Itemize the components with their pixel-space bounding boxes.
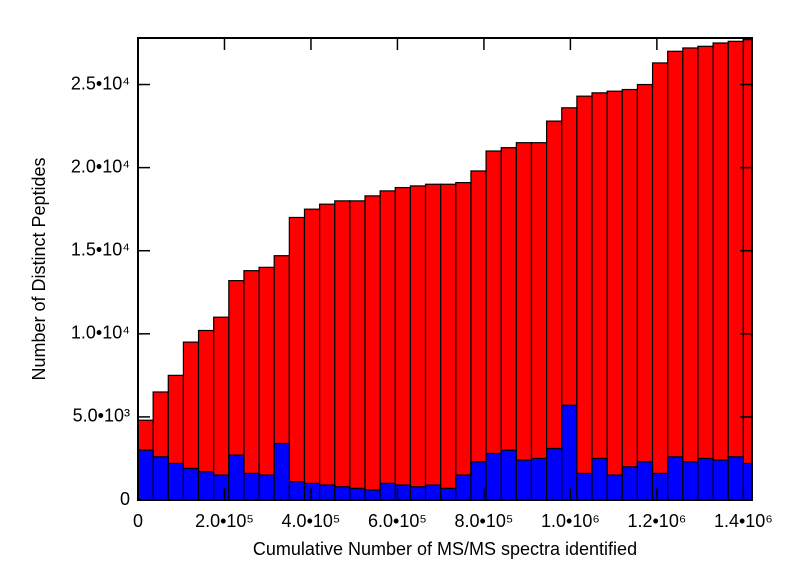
bar (258, 474, 275, 501)
x-tick-label: 1.4•10⁶ (714, 511, 773, 531)
bar (424, 183, 442, 501)
bar (197, 471, 215, 501)
bar (727, 456, 744, 501)
bar (409, 185, 427, 501)
bar (742, 39, 753, 501)
bar (349, 200, 366, 501)
bar (742, 462, 753, 501)
bar (334, 486, 351, 501)
bar (591, 92, 608, 501)
bar (319, 484, 336, 501)
x-tick-label: 2.0•10⁵ (195, 511, 254, 531)
x-tick-label: 4.0•10⁵ (282, 511, 341, 531)
bar (379, 190, 396, 501)
bar (288, 216, 306, 501)
bar (606, 90, 623, 501)
bar (530, 457, 548, 501)
y-tick-label: 0 (120, 489, 130, 509)
bar (515, 459, 533, 501)
bar (440, 183, 457, 501)
bar (682, 47, 699, 501)
bar (394, 186, 412, 501)
bar (349, 487, 366, 501)
bar (424, 484, 442, 501)
bar (319, 203, 336, 501)
bar (546, 120, 563, 501)
bar (712, 459, 729, 501)
x-axis-label: Cumulative Number of MS/MS spectra ident… (253, 539, 637, 559)
y-axis-label: Number of Distinct Peptides (29, 157, 49, 380)
bar (455, 181, 472, 501)
bar (636, 83, 654, 501)
bar (697, 457, 714, 501)
bar (213, 316, 230, 501)
bar (485, 150, 502, 501)
bar (228, 454, 245, 501)
bar (182, 467, 200, 501)
y-tick-label: 1.0•10⁴ (71, 323, 130, 343)
x-tick-label: 8.0•10⁵ (455, 511, 514, 531)
bar (485, 452, 502, 501)
bar (364, 489, 381, 501)
bar (303, 482, 321, 501)
bar (137, 449, 154, 501)
bar (455, 474, 472, 501)
x-tick-label: 1.2•10⁶ (627, 511, 686, 531)
bar (364, 195, 381, 501)
bar (440, 487, 457, 501)
bar (621, 88, 639, 501)
bar (727, 40, 744, 501)
y-tick-label: 2.0•10⁴ (71, 156, 130, 176)
bar (621, 466, 639, 501)
bar (651, 472, 669, 501)
bar (515, 142, 533, 501)
bar (591, 457, 608, 501)
bar (243, 270, 260, 501)
bar (576, 472, 593, 501)
bar (213, 474, 230, 501)
bar (712, 42, 729, 501)
bar (697, 45, 714, 501)
bar (379, 482, 396, 501)
bar (167, 462, 185, 501)
x-tick-label: 6.0•10⁵ (368, 511, 427, 531)
y-tick-label: 1.5•10⁴ (71, 239, 130, 259)
bar (470, 170, 487, 501)
bar (561, 404, 578, 501)
bar (576, 95, 593, 501)
bar (303, 208, 321, 501)
bar (636, 461, 654, 501)
bar (606, 474, 623, 501)
bar (682, 461, 699, 501)
y-tick-label: 2.5•10⁴ (71, 73, 130, 93)
plot-frame (137, 37, 753, 501)
bar (651, 62, 669, 501)
bar (273, 442, 290, 501)
y-tick-label: 5.0•10³ (73, 406, 130, 426)
bar (667, 50, 684, 501)
x-tick-label: 0 (133, 511, 143, 531)
bar (152, 456, 169, 501)
bar (409, 486, 427, 501)
bar (667, 456, 684, 501)
bar (243, 472, 260, 501)
bar (500, 449, 517, 501)
x-tick-label: 1.0•10⁶ (541, 511, 600, 531)
bar (530, 142, 548, 501)
bar (288, 481, 306, 501)
bar (546, 447, 563, 501)
bar (334, 200, 351, 501)
bar (258, 266, 275, 501)
bar (500, 147, 517, 501)
